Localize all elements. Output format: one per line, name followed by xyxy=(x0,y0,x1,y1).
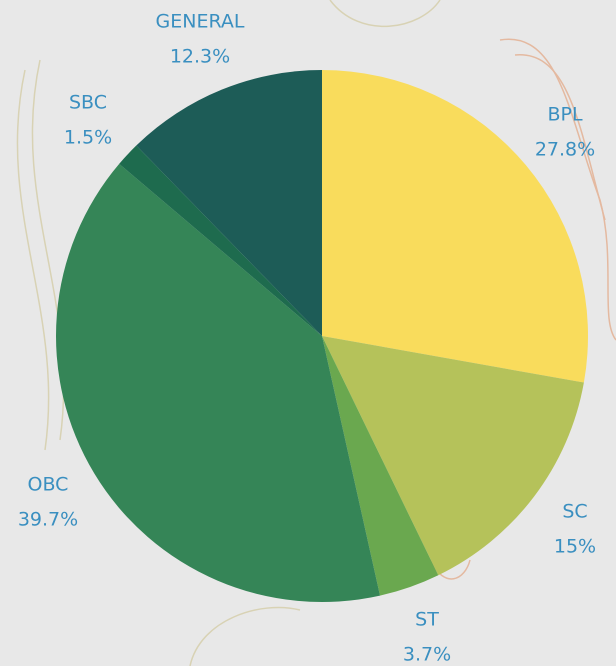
slice-value-label: 15% xyxy=(554,536,596,558)
slice-label: BPL xyxy=(547,104,582,126)
slice-value-label: 39.7% xyxy=(18,509,78,531)
pie-slice xyxy=(136,69,322,336)
slice-label: SC xyxy=(562,501,587,523)
slice-value-label: 27.8% xyxy=(535,139,595,161)
slice-label: GENERAL xyxy=(156,11,245,33)
pie-slice xyxy=(119,145,322,336)
pie-slice xyxy=(322,70,588,383)
pie-slice xyxy=(56,163,381,602)
slice-value-label: 12.3% xyxy=(170,46,230,68)
slice-value-label: 3.7% xyxy=(403,644,451,666)
slice-label: OBC xyxy=(28,474,69,496)
pie-slice xyxy=(322,336,439,596)
slice-value-label: 1.5% xyxy=(64,127,112,149)
slice-label: SBC xyxy=(69,92,107,114)
slice-label: ST xyxy=(415,609,439,631)
pie-slice xyxy=(322,336,584,576)
